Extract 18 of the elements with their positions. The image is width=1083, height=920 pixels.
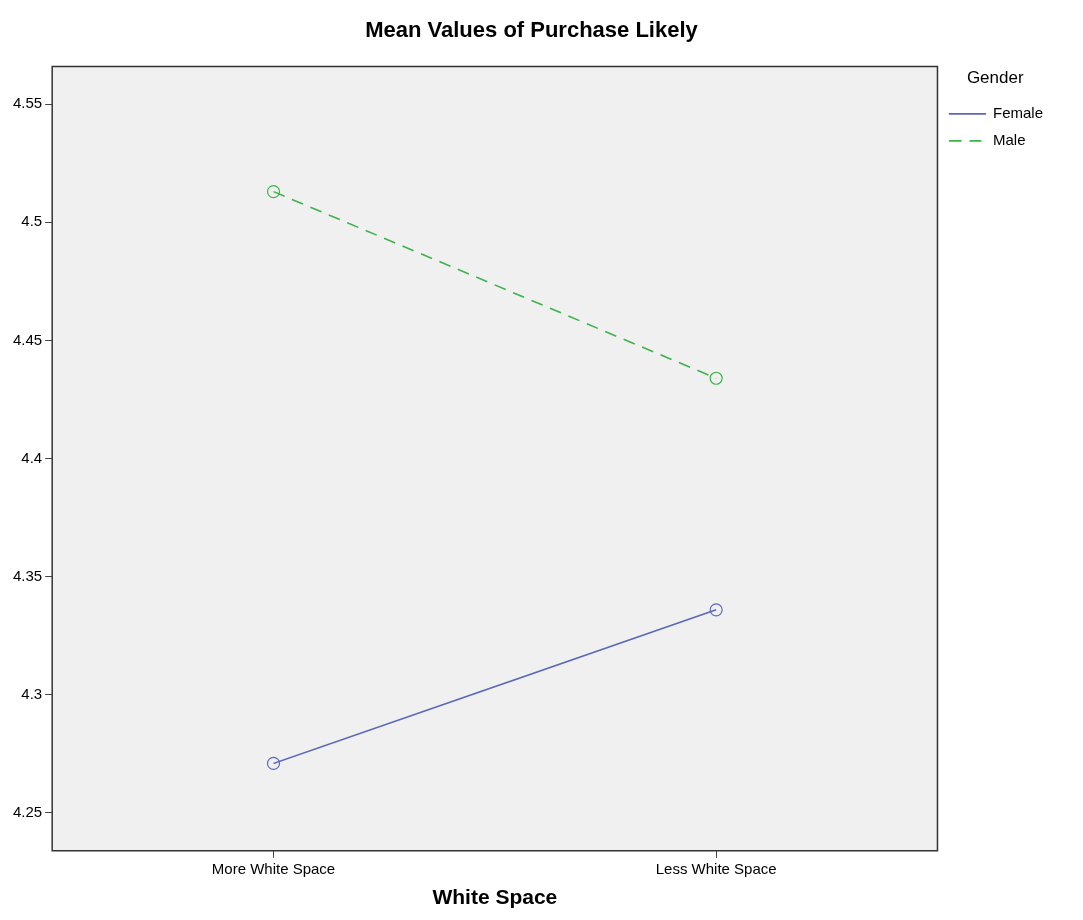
x-tick-label: Less White Space [655,859,777,877]
point [709,371,723,385]
legend-label: Male [992,131,1026,149]
point [266,756,281,770]
y-tick-label: 4.45 [12,330,43,348]
point [266,185,281,199]
y-tick-label: 4.3 [21,685,43,703]
y-tick-label: 4.25 [12,803,43,821]
point [709,603,723,617]
y-tick-label: 4.55 [12,94,43,112]
legend-label: Female [992,104,1044,122]
x-tick-label: More White Space [211,859,336,877]
legend-title: Gender [966,68,1024,88]
x-axis-title: White Space [432,885,558,909]
chart-title: Mean Values of Purchase Likely [365,17,699,43]
y-tick-label: 4.4 [21,448,43,466]
y-tick-label: 4.5 [21,212,43,230]
y-tick-label: 4.35 [12,566,43,584]
